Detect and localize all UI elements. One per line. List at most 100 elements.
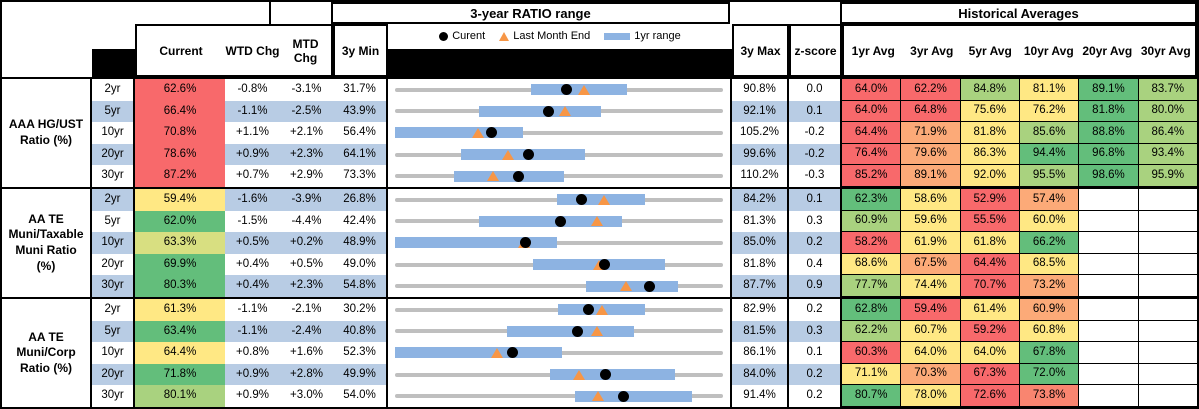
avg-column-header: 30yr Avg: [1140, 43, 1191, 58]
historical-avg-cell: 76.4%: [842, 143, 902, 166]
mtd-chg-cell: -2.1%: [291, 303, 322, 316]
wtd-chg-cell: +0.9%: [236, 389, 269, 402]
historical-avg-cell: 60.3%: [842, 342, 902, 364]
three-year-min-cell: 31.7%: [333, 79, 388, 101]
historical-avg-cell: [1079, 253, 1139, 276]
historical-avg-cell: 81.8%: [1079, 100, 1139, 123]
current-marker: [618, 390, 630, 402]
historical-avg-cell: 86.4%: [1138, 122, 1197, 144]
last-month-end-marker: [490, 347, 503, 358]
header-spacer-3: [730, 2, 840, 24]
historical-avg-cell: 68.5%: [1019, 253, 1080, 276]
three-year-min-cell: 30.2%: [333, 299, 388, 321]
one-year-range-bar: [574, 390, 692, 402]
historical-avg-cell: 81.1%: [1019, 79, 1080, 101]
chart-group-title: 3-year RATIO range: [331, 2, 730, 24]
historical-avg-cell: [1138, 321, 1197, 343]
three-year-min-cell: 48.9%: [333, 232, 388, 254]
three-year-min-cell: 56.4%: [333, 122, 388, 144]
current-value-cell: 66.4%: [135, 100, 225, 123]
table-row: 20yr 71.8% +0.9% +2.8% 49.9% 84.0% 0.2 71.1% 70.…: [92, 363, 1197, 386]
tenor-label: 20yr: [92, 143, 135, 166]
historical-avg-cell: 67.5%: [901, 253, 961, 276]
historical-avg-cell: [1138, 254, 1197, 276]
row-group-label-line: (%): [36, 258, 56, 273]
historical-avg-cell: 67.8%: [1019, 342, 1080, 364]
z-score-cell: 0.1: [789, 100, 842, 123]
historical-avg-cell: 60.8%: [1019, 320, 1080, 343]
historical-avg-cell: 64.4%: [842, 122, 902, 144]
mtd-chg-cell: -3.9%: [280, 189, 333, 211]
tenor-label: 30yr: [92, 165, 135, 187]
historical-avg-cell: 96.8%: [1079, 143, 1139, 166]
last-month-end-marker: [591, 391, 604, 402]
historical-avg-cell: 77.7%: [842, 275, 902, 297]
historical-avg-cell: [1138, 211, 1197, 233]
range-chart-cell: [388, 320, 732, 343]
last-month-end-marker: [486, 171, 499, 182]
historical-avg-cell: 57.4%: [1019, 189, 1080, 211]
historical-avg-cell: 60.9%: [1019, 299, 1080, 321]
table-row: 30yr 80.3% +0.4% +2.3% 54.8% 87.7% 0.9 77.7% 74.…: [92, 275, 1197, 297]
range-chart-cell: [388, 210, 732, 233]
z-score-cell: 0.2: [789, 385, 842, 407]
three-year-max-cell: 105.2%: [732, 122, 789, 144]
three-year-min-cell: 54.0%: [333, 385, 388, 407]
historical-avg-cell: [1138, 189, 1197, 211]
historical-avg-cell: [1138, 275, 1197, 297]
three-year-min-cell: 43.9%: [333, 100, 388, 123]
three-year-max-cell: 87.7%: [732, 275, 789, 297]
mtd-chg-cell: +1.6%: [290, 346, 323, 359]
row-group-label-line: Ratio (%): [20, 133, 72, 147]
mtd-chg-cell: +2.3%: [280, 143, 333, 166]
three-year-max-cell: 81.8%: [732, 253, 789, 276]
mtd-chg-cell: +3.0%: [290, 389, 323, 402]
historical-avg-cell: 61.9%: [901, 232, 961, 254]
legend-last-month-label: Last Month End: [513, 30, 591, 42]
range-chart-cell: [388, 342, 732, 364]
historical-averages-title: Historical Averages: [840, 2, 1197, 24]
historical-avg-cell: [1079, 342, 1139, 364]
one-year-range-bar: [394, 347, 562, 359]
table-row: 2yr 59.4% -1.6% -3.9% 26.8% 84.2% 0.1 62.3% 58.6…: [92, 189, 1197, 211]
historical-avg-cell: 95.9%: [1138, 165, 1197, 187]
table-row: 2yr 62.6% -0.8% -3.1% 31.7% 90.8% 0.0 64.0% 62.2…: [92, 79, 1197, 101]
row-group-label: AA TE Muni/Taxable Muni Ratio (%): [2, 189, 92, 297]
tenor-label: 5yr: [92, 100, 135, 123]
historical-avg-cell: 59.6%: [901, 210, 961, 233]
tenor-header-black-block: [92, 49, 135, 77]
row-group-label-line: AA TE: [28, 329, 64, 344]
last-month-triangle-icon: [499, 31, 510, 41]
historical-avg-cell: 72.0%: [1019, 363, 1080, 386]
current-value-cell: 78.6%: [135, 143, 225, 166]
historical-avg-cell: [1079, 189, 1139, 211]
one-year-range-bar: [478, 105, 602, 117]
historical-avg-cell: 85.2%: [842, 165, 902, 187]
current-value-cell: 69.9%: [135, 253, 225, 276]
wtd-chg-cell: -1.6%: [225, 189, 280, 211]
three-year-max-cell: 81.5%: [732, 320, 789, 343]
current-marker: [560, 84, 572, 96]
historical-avg-cell: 74.4%: [901, 275, 961, 297]
historical-avg-cell: [1079, 299, 1139, 321]
z-score-cell: 0.2: [789, 232, 842, 254]
row-group: AA TE Muni/Corp Ratio (%) 2yr 61.3% -1.1% -2.1…: [2, 297, 1197, 407]
change-columns-header: Current WTD Chg MTD Chg: [135, 24, 333, 77]
three-year-min-cell: 49.9%: [333, 363, 388, 386]
legend-range-label: 1yr range: [634, 30, 681, 42]
current-marker: [554, 215, 566, 227]
tenor-label: 2yr: [92, 299, 135, 321]
tenor-label: 20yr: [92, 253, 135, 276]
wtd-chg-cell: +0.9%: [225, 363, 280, 386]
historical-avg-cell: [1138, 342, 1197, 364]
current-marker: [600, 369, 612, 381]
current-value-cell: 63.3%: [135, 232, 225, 254]
mtd-chg-cell: +2.8%: [280, 363, 333, 386]
mtd-chg-cell: -4.4%: [291, 214, 322, 227]
row-group-rows: 2yr 59.4% -1.6% -3.9% 26.8% 84.2% 0.1 62.3% 58.6…: [92, 189, 1197, 297]
historical-avg-cell: 67.3%: [960, 363, 1020, 386]
historical-avg-cell: 78.0%: [901, 385, 961, 407]
historical-avg-cell: 88.8%: [1079, 122, 1139, 144]
current-marker: [506, 347, 518, 359]
header-spacer-left: [2, 2, 271, 24]
